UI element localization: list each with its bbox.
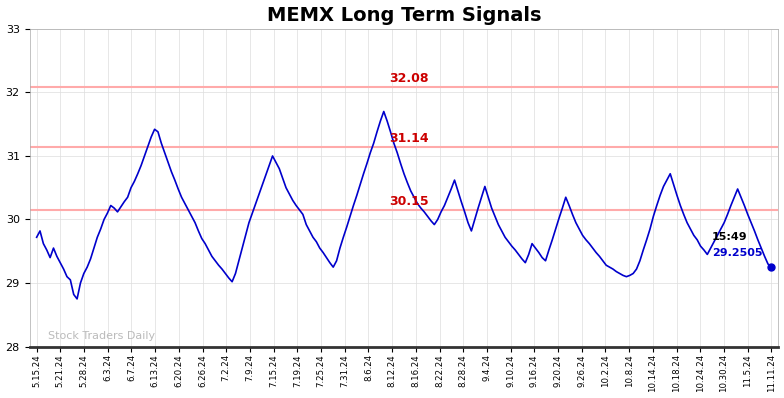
Text: 31.14: 31.14 xyxy=(390,132,429,145)
Text: 29.2505: 29.2505 xyxy=(712,248,763,258)
Title: MEMX Long Term Signals: MEMX Long Term Signals xyxy=(267,6,541,25)
Text: Stock Traders Daily: Stock Traders Daily xyxy=(49,332,155,341)
Text: 15:49: 15:49 xyxy=(712,232,748,242)
Text: 30.15: 30.15 xyxy=(390,195,429,208)
Text: 32.08: 32.08 xyxy=(390,72,429,85)
